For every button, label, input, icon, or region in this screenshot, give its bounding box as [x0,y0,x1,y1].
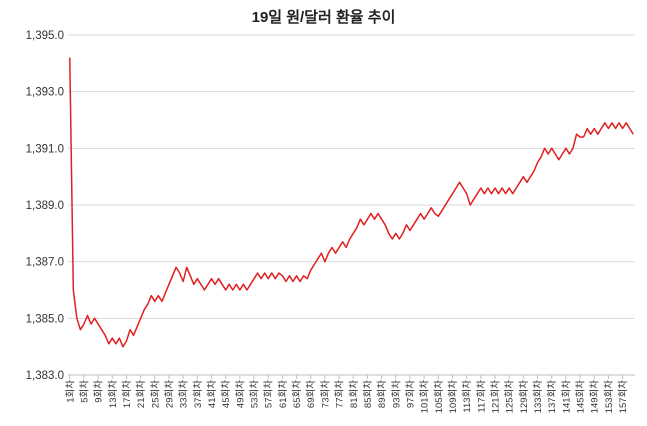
x-tick-label: 121회차 [490,380,502,414]
x-tick-label: 141회차 [560,380,572,414]
x-tick-label: 133회차 [532,380,544,414]
x-tick-label: 9회차 [93,380,105,403]
x-tick-label: 53회차 [249,380,261,408]
x-tick-label: 105회차 [433,380,445,414]
y-tick-label: 1,387.0 [26,257,64,269]
x-tick-label: 117회차 [475,380,487,413]
x-tick-label: 93회차 [390,380,402,408]
x-tick-label: 89회차 [376,380,388,408]
x-tick-label: 45회차 [220,380,232,408]
y-tick-label: 1,385.0 [26,313,64,325]
x-tick-label: 57회차 [263,380,275,408]
x-tick-label: 77회차 [334,380,346,408]
x-tick-label: 137회차 [546,380,558,414]
chart-title: 19일 원/달러 환율 추이 [251,9,396,26]
x-tick-label: 41회차 [206,380,218,408]
y-tick-label: 1,383.0 [26,370,64,382]
x-tick-label: 13회차 [107,380,119,408]
x-tick-label: 149회차 [589,380,601,414]
x-tick-label: 21회차 [135,380,147,408]
x-tick-label: 153회차 [603,380,615,414]
x-tick-label: 49회차 [234,380,246,408]
x-tick-label: 5회차 [78,380,90,403]
x-tick-label: 69회차 [305,380,317,408]
y-axis-tick-labels: 1,383.0 1,385.0 1,387.0 1,389.0 1,391.0 1,393… [26,30,64,382]
x-tick-label: 33회차 [178,380,190,408]
x-tick-label: 81회차 [348,380,360,408]
x-tick-label: 125회차 [504,380,516,414]
x-tick-label: 145회차 [575,380,587,414]
x-tick-label: 129회차 [518,380,530,414]
x-tick-label: 157회차 [617,380,629,414]
series-group [69,57,634,348]
x-axis [68,374,635,379]
x-tick-label: 37회차 [192,380,204,408]
x-tick-label: 25회차 [149,380,161,408]
x-tick-label: 17회차 [121,380,133,408]
series-line [69,57,634,348]
gridlines [68,34,635,376]
x-tick-label: 101회차 [419,380,431,414]
y-tick-label: 1,391.0 [26,143,64,155]
x-tick-label: 1회차 [64,380,76,403]
y-tick-label: 1,395.0 [26,30,64,42]
x-tick-label: 61회차 [277,380,289,408]
x-tick-label: 29회차 [163,380,175,408]
y-tick-label: 1,393.0 [26,87,64,99]
x-tick-label: 109회차 [447,380,459,414]
y-tick-label: 1,389.0 [26,200,64,212]
x-tick-label: 97회차 [404,380,416,408]
x-axis-tick-labels: 1회차 5회차 9회차 13회차 17회차 21회차 25회차 29회차 33회차 37회차 41회… [64,380,629,414]
x-tick-label: 113회차 [461,380,473,413]
x-tick-label: 65회차 [291,380,303,408]
x-tick-label: 73회차 [319,380,331,408]
x-tick-label: 85회차 [362,380,374,408]
